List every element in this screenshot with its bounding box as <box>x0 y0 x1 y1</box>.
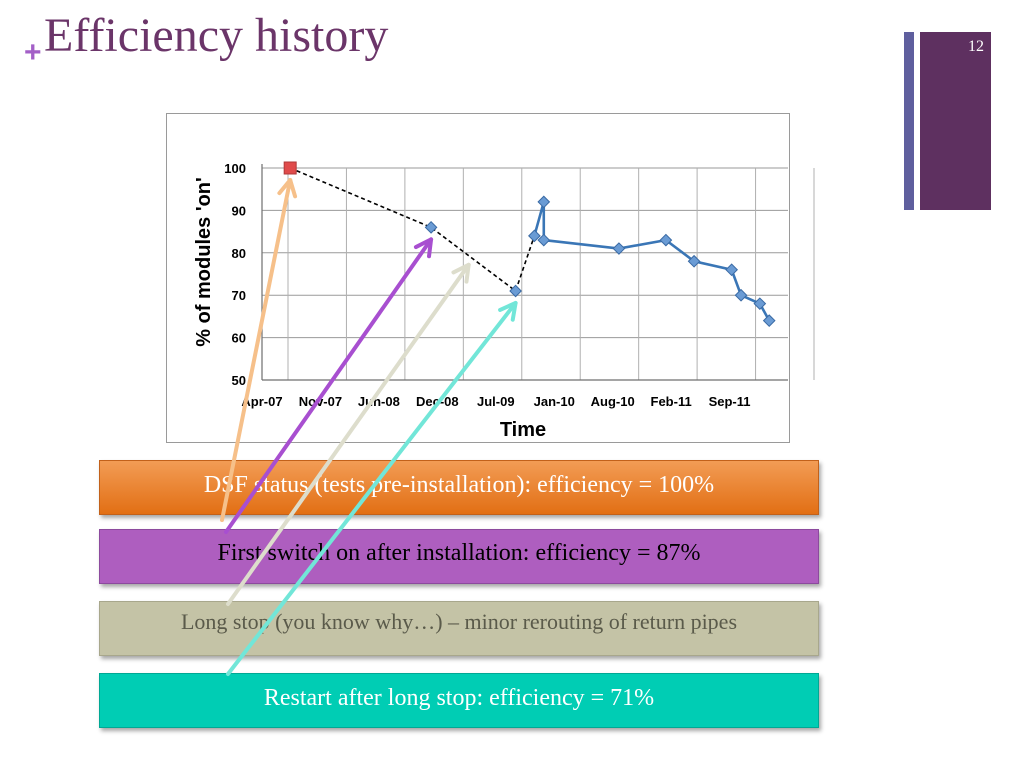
x-tick-label: Apr-07 <box>241 394 282 409</box>
annotation-arrow <box>220 178 293 522</box>
x-tick-label: Jan-10 <box>534 394 575 409</box>
data-point <box>753 297 767 311</box>
annotation-box-long-stop: Long stop (you know why…) – minor rerout… <box>99 601 819 656</box>
plus-icon: + <box>24 36 42 69</box>
y-tick-label: 70 <box>232 288 246 303</box>
y-tick-label: 80 <box>232 246 246 261</box>
slide-number: 12 <box>968 38 984 55</box>
data-point <box>762 314 776 328</box>
annotation-arrow <box>226 300 518 676</box>
annotation-arrow <box>226 262 471 606</box>
x-tick-label: Feb-11 <box>651 394 692 409</box>
accent-bar <box>920 32 991 210</box>
annotation-arrowhead <box>451 262 471 284</box>
annotation-arrowhead <box>498 300 518 322</box>
data-point <box>687 254 701 268</box>
x-tick-label: Sep-11 <box>709 394 751 409</box>
y-tick-label: 90 <box>232 203 246 218</box>
data-point <box>424 220 438 234</box>
data-point <box>537 195 551 209</box>
x-tick-label: Jul-09 <box>477 394 515 409</box>
annotation-box-dsf-status: DSF status (tests pre-installation): eff… <box>99 460 819 515</box>
annotation-arrowhead <box>277 178 298 199</box>
slide-title: Efficiency history <box>44 9 389 62</box>
data-point <box>509 284 522 298</box>
series-line-solid <box>533 201 771 322</box>
y-tick-label: 100 <box>224 161 246 176</box>
accent-bar-thin <box>904 32 914 210</box>
series-line-dashed <box>289 167 536 293</box>
annotation-arrow <box>224 237 434 534</box>
data-point-square <box>283 161 297 175</box>
y-tick-label: 50 <box>232 373 246 388</box>
x-tick-label: Aug-10 <box>591 394 635 409</box>
annotation-box-first-switch-on: First switch on after installation: effi… <box>99 529 819 584</box>
annotation-arrowhead <box>413 237 434 259</box>
data-point <box>725 263 739 277</box>
data-point <box>537 233 551 247</box>
x-tick-label: Nov-07 <box>299 394 342 409</box>
annotation-box-restart: Restart after long stop: efficiency = 71… <box>99 673 819 728</box>
data-point <box>528 229 541 243</box>
y-axis-title: % of modules 'on' <box>193 177 215 347</box>
data-point <box>734 288 748 302</box>
x-axis-title: Time <box>500 419 546 441</box>
y-tick-label: 60 <box>232 331 246 346</box>
x-tick-label: Jun-08 <box>358 394 400 409</box>
data-point <box>612 242 626 255</box>
data-point <box>659 233 673 247</box>
